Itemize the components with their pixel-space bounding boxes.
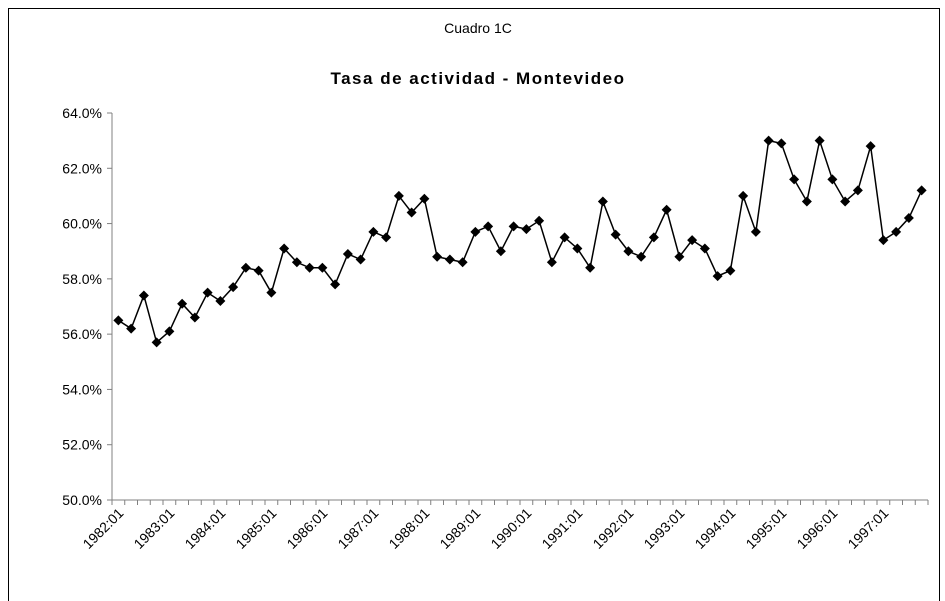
data-point (355, 254, 366, 265)
y-tick-label: 50.0% (62, 492, 102, 508)
data-point (687, 235, 698, 246)
chart-subtitle: Cuadro 1C (444, 20, 512, 36)
data-point (126, 323, 137, 334)
data-point (891, 226, 902, 237)
data-point (623, 246, 634, 257)
data-point (674, 251, 685, 262)
data-point (789, 174, 800, 185)
data-point (534, 215, 545, 226)
data-point (470, 226, 481, 237)
data-point (559, 232, 570, 243)
y-tick-label: 58.0% (62, 271, 102, 287)
data-point (368, 226, 379, 237)
y-tick-label: 64.0% (62, 105, 102, 121)
data-point (202, 287, 213, 298)
data-point (381, 232, 392, 243)
data-point (330, 279, 341, 290)
data-point (610, 229, 621, 240)
data-point (508, 221, 519, 232)
data-point (279, 243, 290, 254)
data-point (189, 312, 200, 323)
data-point (406, 207, 417, 218)
data-point (113, 315, 124, 326)
data-point (597, 196, 608, 207)
data-point (342, 248, 353, 259)
data-point (916, 185, 927, 196)
data-point (495, 246, 506, 257)
data-point (865, 141, 876, 152)
y-tick-label: 62.0% (62, 160, 102, 176)
data-point (177, 298, 188, 309)
data-point (304, 262, 315, 273)
data-point (878, 235, 889, 246)
data-point (648, 232, 659, 243)
data-point (138, 290, 149, 301)
y-tick-label: 52.0% (62, 437, 102, 453)
data-point (725, 265, 736, 276)
data-point (763, 135, 774, 146)
data-point (228, 282, 239, 293)
data-point (215, 295, 226, 306)
data-point (546, 257, 557, 268)
data-point (432, 251, 443, 262)
data-point (317, 262, 328, 273)
data-point (457, 257, 468, 268)
data-point (393, 190, 404, 201)
data-point (827, 174, 838, 185)
data-point (164, 326, 175, 337)
y-tick-label: 56.0% (62, 326, 102, 342)
data-point (814, 135, 825, 146)
data-point (585, 262, 596, 273)
data-point (738, 190, 749, 201)
data-point (483, 221, 494, 232)
data-point (712, 271, 723, 282)
data-point (444, 254, 455, 265)
data-point (291, 257, 302, 268)
data-point (852, 185, 863, 196)
data-point (661, 204, 672, 215)
data-point (699, 243, 710, 254)
chart-title: Tasa de actividad - Montevideo (330, 69, 625, 88)
data-point (419, 193, 430, 204)
data-point (840, 196, 851, 207)
data-point (253, 265, 264, 276)
y-tick-label: 54.0% (62, 381, 102, 397)
data-point (240, 262, 251, 273)
data-point (151, 337, 162, 348)
data-point (903, 213, 914, 224)
data-point (801, 196, 812, 207)
data-point (521, 224, 532, 235)
data-point (266, 287, 277, 298)
series-line (117, 137, 923, 344)
data-point (750, 226, 761, 237)
data-point (776, 138, 787, 149)
data-point (572, 243, 583, 254)
data-point (636, 251, 647, 262)
y-tick-label: 60.0% (62, 216, 102, 232)
chart-border (8, 8, 940, 601)
